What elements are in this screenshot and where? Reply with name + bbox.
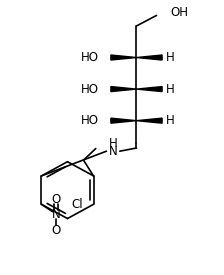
Text: N: N <box>52 208 60 221</box>
Text: HO: HO <box>81 82 99 96</box>
Text: H: H <box>166 114 174 127</box>
Text: HO: HO <box>81 114 99 127</box>
Polygon shape <box>136 118 162 123</box>
Polygon shape <box>111 87 136 92</box>
Text: H: H <box>166 82 174 96</box>
Text: N: N <box>109 145 118 158</box>
Text: H: H <box>166 51 174 64</box>
Text: HO: HO <box>81 51 99 64</box>
Polygon shape <box>136 55 162 60</box>
Text: O: O <box>51 224 60 236</box>
Text: H: H <box>109 137 118 150</box>
Text: OH: OH <box>170 6 188 19</box>
Polygon shape <box>136 87 162 92</box>
Polygon shape <box>111 118 136 123</box>
Text: O: O <box>51 193 60 206</box>
Polygon shape <box>111 55 136 60</box>
Text: Cl: Cl <box>72 198 84 211</box>
